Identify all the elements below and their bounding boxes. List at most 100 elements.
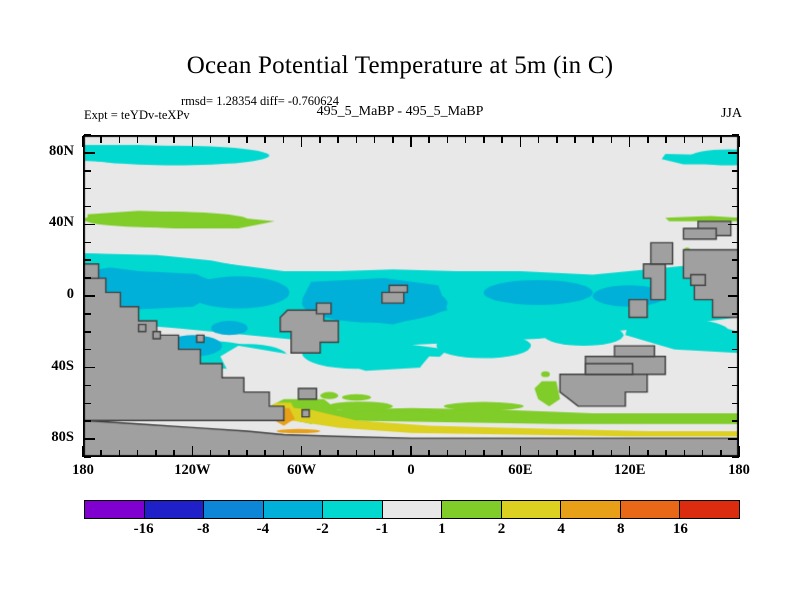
map-plot-area[interactable] [83,135,739,457]
x-tick-mark-top [173,136,175,143]
y-tick-mark [84,134,91,136]
x-tick-mark-top [355,136,358,143]
colorbar-tick-labels: -16 -8 -4 -2 -1 1 2 4 8 16 [84,521,740,543]
colorbar-swatch[interactable] [500,501,561,518]
x-tick-mark [701,450,704,457]
x-tick-mark [392,450,394,457]
x-tick-mark [209,450,212,457]
x-tick-mark [173,450,175,457]
x-tick-mark-top [665,136,667,143]
y-tick-mark-right [728,223,739,226]
y-tick-mark-right [732,205,739,208]
x-tick-mark-top [574,136,576,143]
x-tick-mark-top [428,136,430,143]
y-tick-mark-right [728,366,739,369]
y-tick-mark-right [732,384,739,387]
x-tick-mark-top [537,136,540,143]
x-axis-label: 180 [728,462,750,478]
x-tick-mark-top [100,136,102,143]
colorbar-swatch[interactable] [381,501,442,518]
x-tick-mark [738,446,740,457]
colorbar-swatch[interactable] [85,501,144,518]
x-tick-mark [246,450,248,457]
y-tick-mark [84,384,91,387]
x-tick-mark-top [392,136,394,143]
x-tick-mark [373,450,376,457]
y-tick-mark [84,277,91,279]
colorbar-swatch[interactable] [679,501,740,518]
x-tick-mark [155,450,157,457]
x-tick-mark-top [410,136,412,147]
y-tick-mark [84,223,95,226]
y-tick-mark [84,331,91,333]
x-tick-mark-top [373,136,376,143]
x-tick-mark-top [246,136,248,143]
colorbar-swatch[interactable] [203,501,263,518]
y-tick-mark [84,241,91,244]
colorbar-swatch[interactable] [560,501,620,518]
y-tick-mark [84,187,91,190]
y-tick-mark [84,259,91,261]
y-tick-mark-right [732,456,739,458]
rmsd-stats-label: rmsd= 1.28354 diff= -0.760624 [181,94,339,108]
x-tick-mark [537,450,540,457]
y-axis-label: 0 [66,286,74,302]
x-tick-mark [100,450,102,457]
x-tick-mark [665,450,667,457]
y-tick-mark [84,438,95,440]
season-label: JJA [720,106,742,121]
y-tick-mark [84,205,91,208]
colorbar-swatch[interactable] [322,501,382,518]
colorbar-swatch[interactable] [143,501,204,518]
x-axis-label: 60E [508,462,533,478]
y-tick-mark-right [728,152,739,154]
x-tick-mark-top [264,136,266,143]
x-tick-mark [300,446,303,457]
y-tick-mark-right [732,259,739,261]
page-title: Ocean Potential Temperature at 5m (in C) [186,52,614,79]
x-tick-mark [483,450,485,457]
x-tick-mark-top [683,136,686,143]
x-tick-mark [282,450,285,457]
colorbar-swatch[interactable] [619,501,680,518]
y-tick-mark [84,402,91,405]
x-tick-mark-top [209,136,212,143]
x-axis-label: 60W [287,462,317,478]
colorbar-tick-label: 8 [616,521,625,537]
x-tick-mark-top [501,136,503,143]
x-tick-mark-top [118,136,121,143]
x-tick-mark [264,450,266,457]
y-tick-mark-right [732,187,739,190]
colorbar-swatch[interactable] [441,501,501,518]
x-tick-mark-top [155,136,157,143]
y-tick-mark-right [732,170,739,172]
y-tick-mark-right [732,331,739,333]
colorbar-tick-label: -4 [256,521,270,537]
x-tick-mark-top [282,136,285,143]
x-tick-mark [446,450,449,457]
x-tick-mark-top [464,136,467,143]
x-tick-mark [683,450,686,457]
y-tick-mark-right [732,277,739,279]
colorbar[interactable] [84,500,740,519]
colorbar-tick-label: 2 [497,521,506,537]
x-tick-mark [136,450,139,457]
x-tick-mark-top [610,136,613,143]
x-tick-mark [501,450,503,457]
y-tick-mark-right [732,348,739,351]
x-tick-mark-top [82,136,84,147]
y-tick-mark [84,170,91,172]
x-tick-mark [720,450,722,457]
colorbar-tick-label: -2 [316,521,329,537]
y-axis-label: 80N [49,142,74,159]
y-tick-mark [84,366,95,369]
colorbar-swatch[interactable] [262,501,323,518]
x-tick-mark-top [628,136,631,147]
x-tick-mark-top [228,136,230,143]
colorbar-tick-label: -8 [197,521,210,537]
x-tick-mark [428,450,430,457]
x-tick-mark-top [701,136,704,143]
colorbar-tick-label: -16 [133,521,154,537]
colorbar-tick-label: 4 [557,521,565,537]
x-axis-label: 0 [407,462,415,478]
